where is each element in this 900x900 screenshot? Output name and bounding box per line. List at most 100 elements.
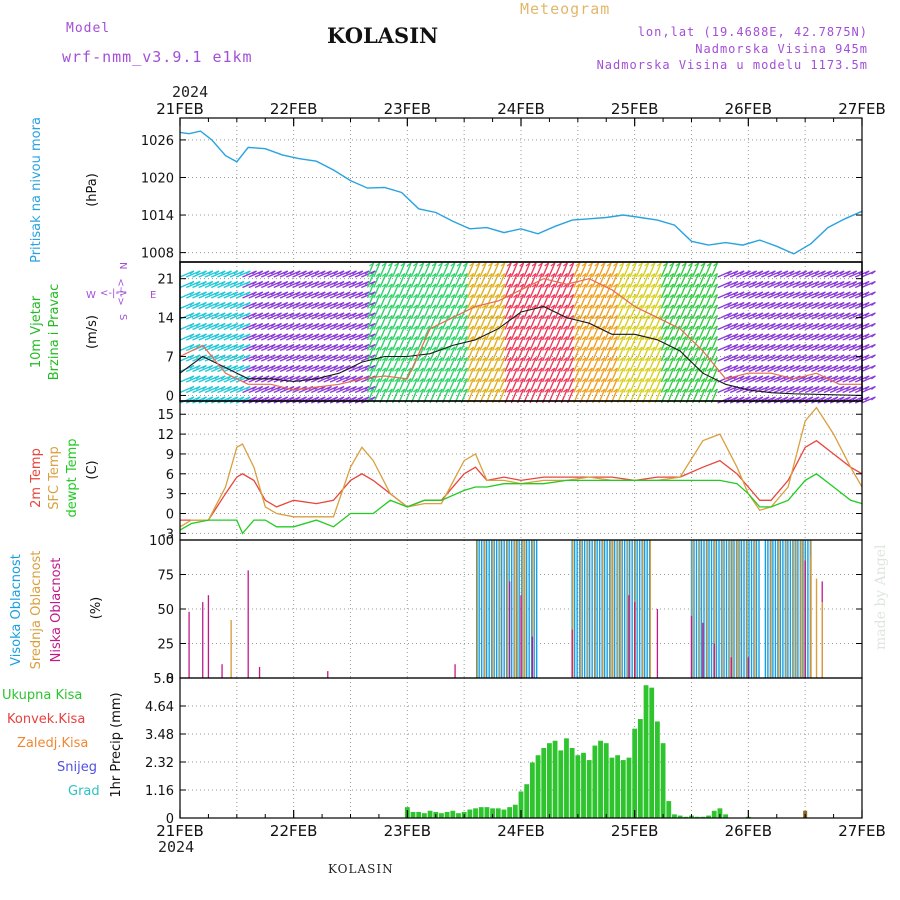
wind-barb-flag	[638, 273, 643, 277]
wind-barb-flag	[239, 281, 245, 285]
wind-barb	[541, 262, 550, 278]
wind-barb-flag	[339, 291, 345, 296]
wind-barb-flag	[233, 333, 239, 338]
wind-barb-flag	[208, 375, 214, 380]
wind-barb-flag	[202, 312, 207, 317]
wind-barb	[342, 280, 357, 289]
wind-barb-flag	[289, 344, 295, 348]
wind-barb	[704, 283, 712, 299]
wind-barb	[491, 325, 500, 341]
wind-barb-flag	[352, 344, 357, 348]
wind-barb	[279, 364, 295, 373]
wind-barb-flag	[675, 294, 681, 298]
wind-barb	[485, 315, 493, 330]
wind-barb	[660, 325, 669, 341]
wind-barb	[491, 262, 500, 278]
wind-barb-flag	[387, 294, 393, 298]
wind-barb-flag	[437, 367, 443, 372]
wind-barb-flag	[581, 283, 587, 288]
wind-barb-flag	[412, 273, 418, 277]
wind-barb-flag	[625, 357, 631, 361]
wind-barb-flag	[556, 367, 562, 372]
wind-barb	[516, 336, 525, 351]
wind-barb-flag	[537, 378, 543, 382]
wind-barb-flag	[387, 283, 393, 288]
wind-barb-flag	[537, 388, 543, 393]
wind-barb	[685, 357, 694, 372]
wind-barb-flag	[808, 344, 814, 348]
wind-barb-flag	[400, 357, 406, 361]
wind-barb	[585, 304, 594, 320]
model-label: Model	[66, 21, 111, 36]
wind-barb	[423, 357, 431, 372]
wind-barb	[491, 378, 500, 393]
wind-barb-flag	[252, 333, 257, 338]
wind-barb-flag	[258, 291, 264, 296]
wind-barb-flag	[425, 304, 431, 309]
wind-barb-flag	[758, 302, 764, 306]
wind-barb	[691, 304, 700, 320]
wind-barb-flag	[675, 283, 681, 288]
wind-barb	[679, 262, 687, 278]
wind-barb-flag	[195, 323, 201, 327]
wind-barb-flag	[419, 283, 424, 288]
wind-barb-flag	[739, 365, 745, 369]
wind-barb-flag	[283, 375, 289, 380]
wind-barb-flag	[431, 273, 437, 277]
wind-barb-flag	[562, 336, 568, 340]
wind-barb	[691, 315, 700, 330]
wind-barb-flag	[258, 281, 264, 285]
wind-barb-flag	[575, 262, 581, 267]
wind-barb-flag	[733, 344, 739, 348]
wind-barb	[616, 336, 625, 351]
wind-barb-flag	[387, 273, 393, 277]
x-tick-label-top: 27FEB	[838, 100, 885, 118]
wind-barb	[541, 336, 550, 351]
wind-barb-flag	[327, 333, 332, 338]
wind-barb	[498, 325, 506, 341]
wind-barb-flag	[394, 325, 399, 330]
y-tick-label: 25	[157, 638, 174, 653]
wind-barb-flag	[777, 396, 783, 401]
wind-barb	[385, 304, 393, 320]
wind-barb-flag	[406, 294, 412, 298]
wind-barb-flag	[456, 262, 462, 267]
wind-barb-flag	[462, 346, 468, 351]
wind-barb	[298, 343, 314, 352]
wind-barb-flag	[556, 304, 562, 309]
wind-barb-flag	[846, 323, 851, 327]
wind-barb-flag	[425, 367, 431, 372]
wind-barb	[354, 312, 370, 320]
wind-barb	[510, 325, 518, 341]
wind-barb-flag	[264, 333, 270, 338]
wind-barb-flag	[550, 346, 556, 351]
wind-barb-flag	[352, 270, 357, 275]
wind-barb-flag	[314, 396, 320, 401]
wind-barb-flag	[202, 365, 207, 369]
wind-barb-flag	[802, 291, 808, 296]
wind-barb	[385, 378, 393, 393]
wind-barb	[691, 283, 700, 299]
precip-bar	[655, 721, 660, 818]
wind-barb-flag	[400, 273, 406, 277]
wind-barb-flag	[425, 294, 431, 298]
wind-barb	[623, 273, 631, 288]
wind-barb	[666, 273, 675, 288]
wind-barb	[485, 304, 493, 320]
wind-barb	[548, 367, 556, 383]
wind-barb-flag	[494, 262, 499, 267]
wind-barb	[267, 280, 282, 289]
wind-barb-flag	[600, 346, 606, 351]
wind-barb-flag	[771, 386, 776, 390]
wind-barb	[435, 336, 443, 351]
wind-barb	[329, 375, 345, 383]
wind-barb-flag	[531, 273, 537, 277]
wind-barb	[710, 346, 719, 362]
precip-bar	[706, 815, 711, 818]
wind-barb	[398, 304, 406, 320]
wind-barb-flag	[650, 262, 656, 267]
wind-barb	[317, 396, 332, 404]
wind-barb-flag	[308, 344, 314, 348]
wind-barb-flag	[264, 270, 270, 275]
wind-barb-flag	[688, 346, 693, 351]
